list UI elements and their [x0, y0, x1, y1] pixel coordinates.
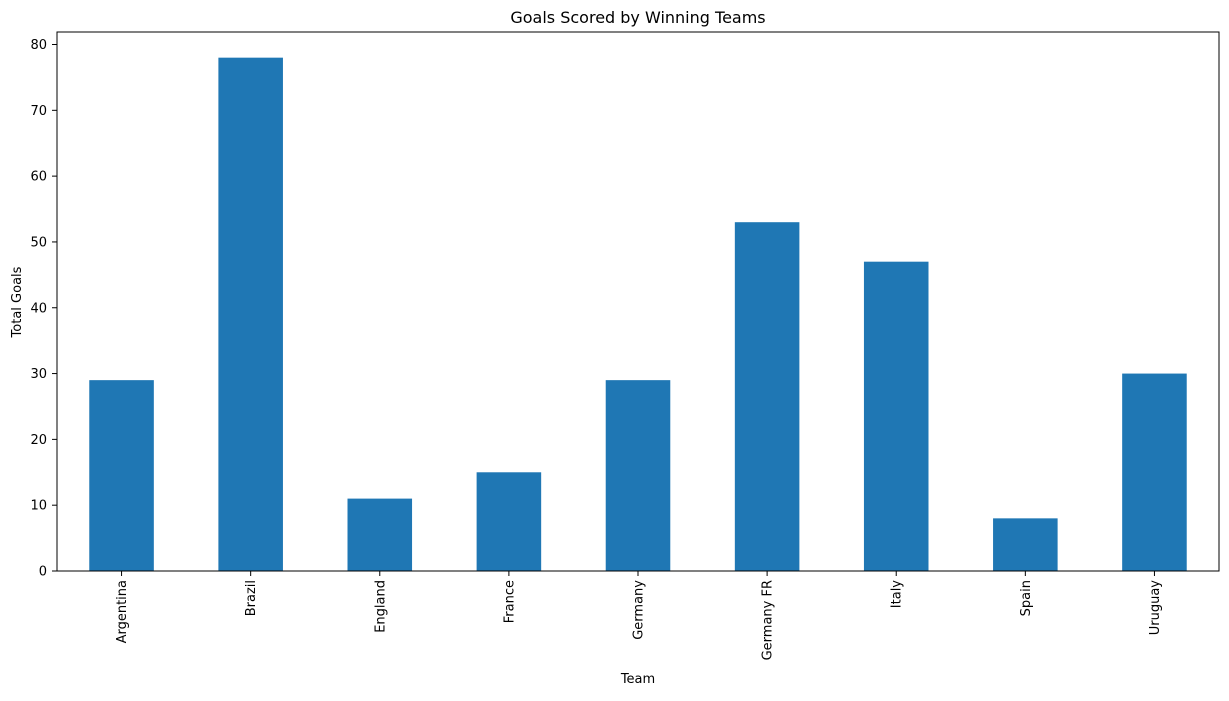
y-tick-label: 40 [30, 301, 47, 316]
x-tick-label: Italy [890, 580, 905, 609]
bar-spain [993, 518, 1058, 571]
bar-brazil [218, 57, 283, 571]
bar-france [476, 472, 542, 571]
bar-england [347, 498, 413, 571]
bar-italy [863, 261, 929, 571]
y-tick-label: 0 [39, 565, 47, 580]
x-tick-label: England [373, 580, 388, 633]
x-tick-label: Uruguay [1148, 580, 1163, 636]
x-tick-label: Germany FR [761, 580, 776, 660]
bar-germany [605, 380, 671, 571]
x-tick-label: France [502, 580, 517, 623]
x-axis-label: Team [620, 672, 655, 687]
plot-frame [56, 31, 1220, 572]
y-tick-label: 70 [30, 104, 47, 119]
y-tick-label: 30 [30, 367, 47, 382]
bar-germany-fr [734, 222, 800, 571]
y-tick-label: 20 [30, 433, 47, 448]
y-axis-ticks: 0 10 20 30 40 50 60 70 80 [30, 38, 57, 580]
x-axis-ticks: Argentina Brazil England France Germany Germa… [115, 571, 1163, 660]
y-tick-label: 60 [30, 170, 47, 185]
chart-title: Goals Scored by Winning Teams [510, 8, 765, 27]
y-axis-label: Total Goals [10, 266, 25, 338]
y-tick-label: 10 [30, 499, 47, 514]
y-tick-label: 50 [30, 235, 47, 250]
y-tick-label: 80 [30, 38, 47, 53]
x-tick-label: Argentina [115, 580, 130, 643]
bar-uruguay [1122, 373, 1187, 571]
x-tick-label: Spain [1019, 580, 1034, 616]
x-tick-label: Brazil [244, 580, 259, 616]
bar-argentina [89, 380, 154, 571]
x-tick-label: Germany [632, 580, 647, 640]
bars-layer [89, 57, 1187, 571]
